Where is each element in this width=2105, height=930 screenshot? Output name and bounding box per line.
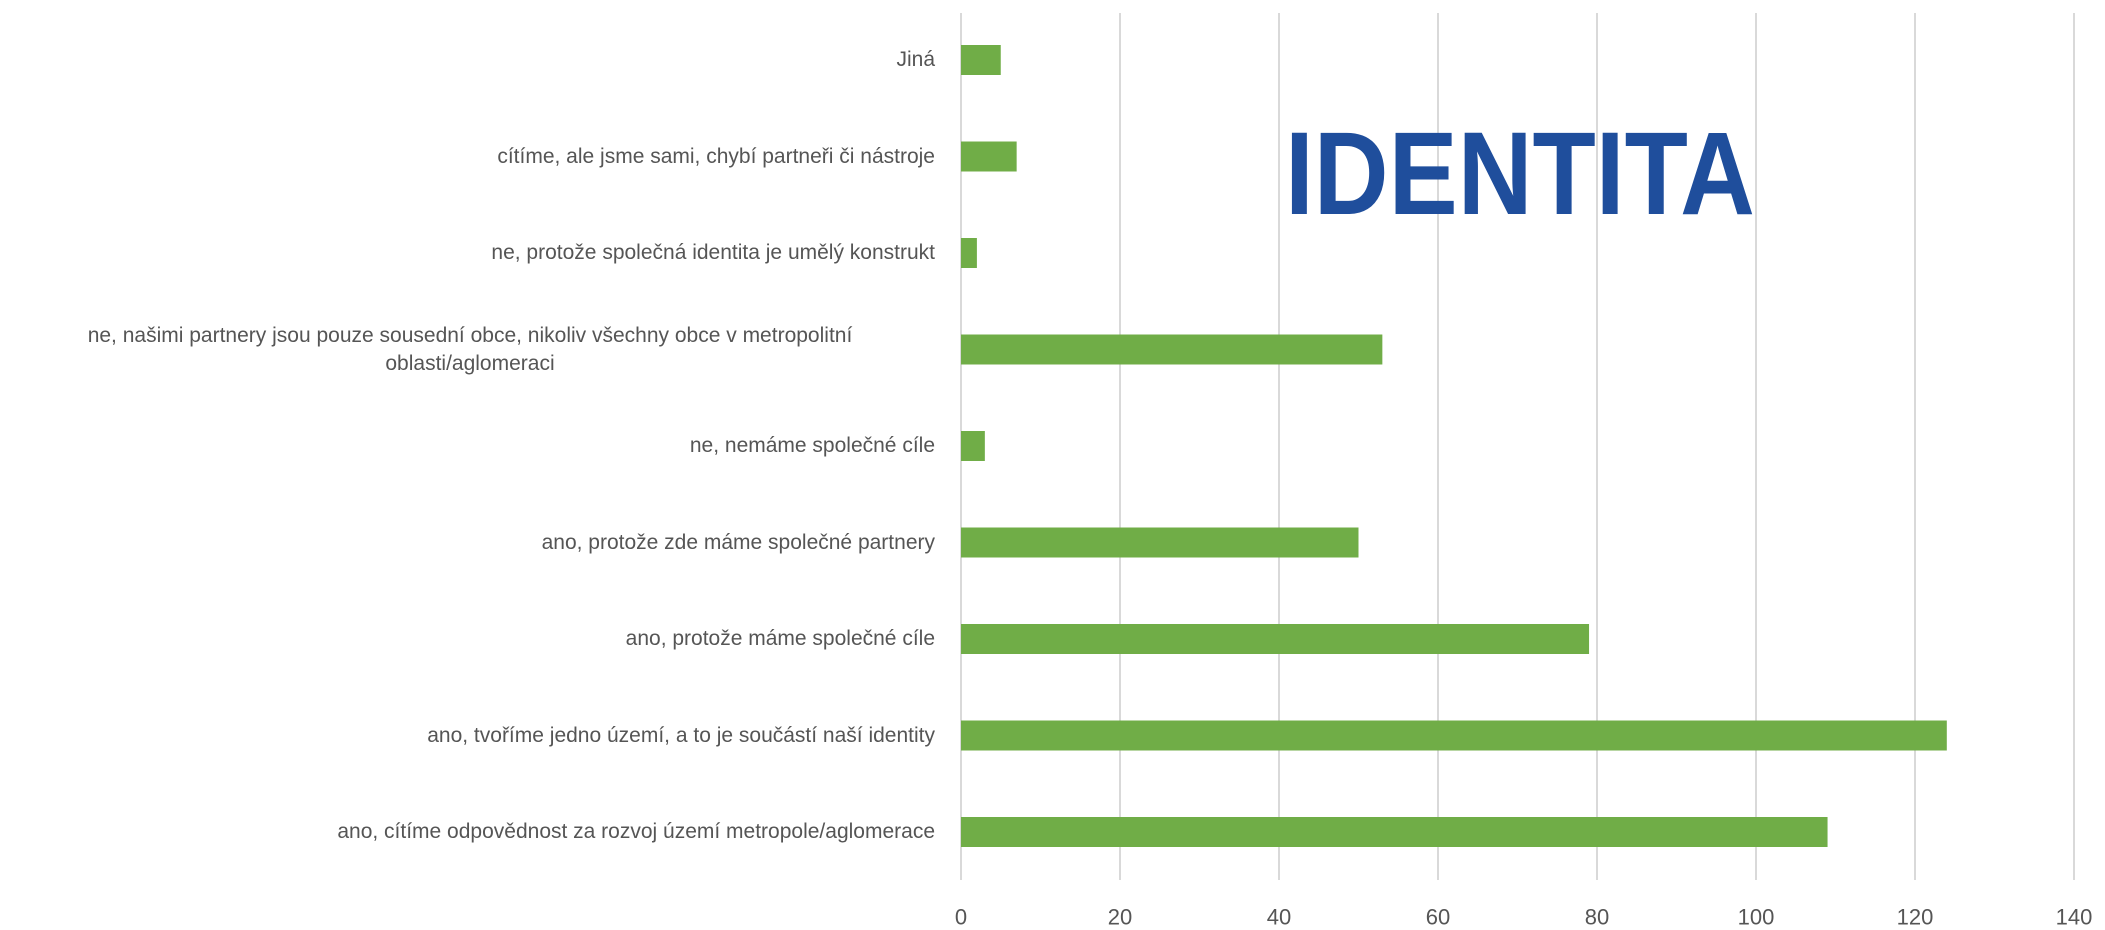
x-tick-label: 80 — [1585, 905, 1609, 930]
y-tick-label: ano, tvoříme jedno území, a to je součás… — [427, 723, 935, 747]
x-tick-label: 60 — [1426, 905, 1450, 930]
y-tick-label: ano, protože zde máme společné partnery — [541, 530, 935, 554]
x-tick-label: 100 — [1738, 905, 1775, 930]
bar — [961, 141, 1017, 172]
y-tick-label: Jiná — [896, 48, 935, 71]
bar — [961, 238, 977, 268]
y-tick-label: ne, protože společná identita je umělý k… — [491, 241, 935, 264]
x-tick-label: 140 — [2056, 905, 2093, 930]
x-tick-label: 40 — [1267, 905, 1291, 930]
y-tick-label: ne, nemáme společné cíle — [689, 434, 935, 457]
y-tick-label: ano, cítíme odpovědnost za rozvoj území … — [337, 820, 935, 843]
bar — [961, 817, 1828, 847]
y-tick-label: ne, našimi partnery jsou pouze sousední … — [87, 323, 853, 375]
bar — [961, 431, 985, 461]
bar — [961, 720, 1947, 751]
x-tick-label: 20 — [1108, 905, 1132, 930]
bar — [961, 624, 1590, 654]
y-tick-label: cítíme, ale jsme sami, chybí partneři či… — [497, 144, 935, 168]
bar — [961, 334, 1383, 365]
bar — [961, 527, 1359, 558]
chart-title: IDENTITA — [1285, 108, 1755, 240]
bar — [961, 45, 1001, 75]
x-tick-label: 0 — [955, 905, 967, 930]
y-tick-label: ano, protože máme společné cíle — [625, 627, 935, 650]
x-tick-label: 120 — [1897, 905, 1934, 930]
